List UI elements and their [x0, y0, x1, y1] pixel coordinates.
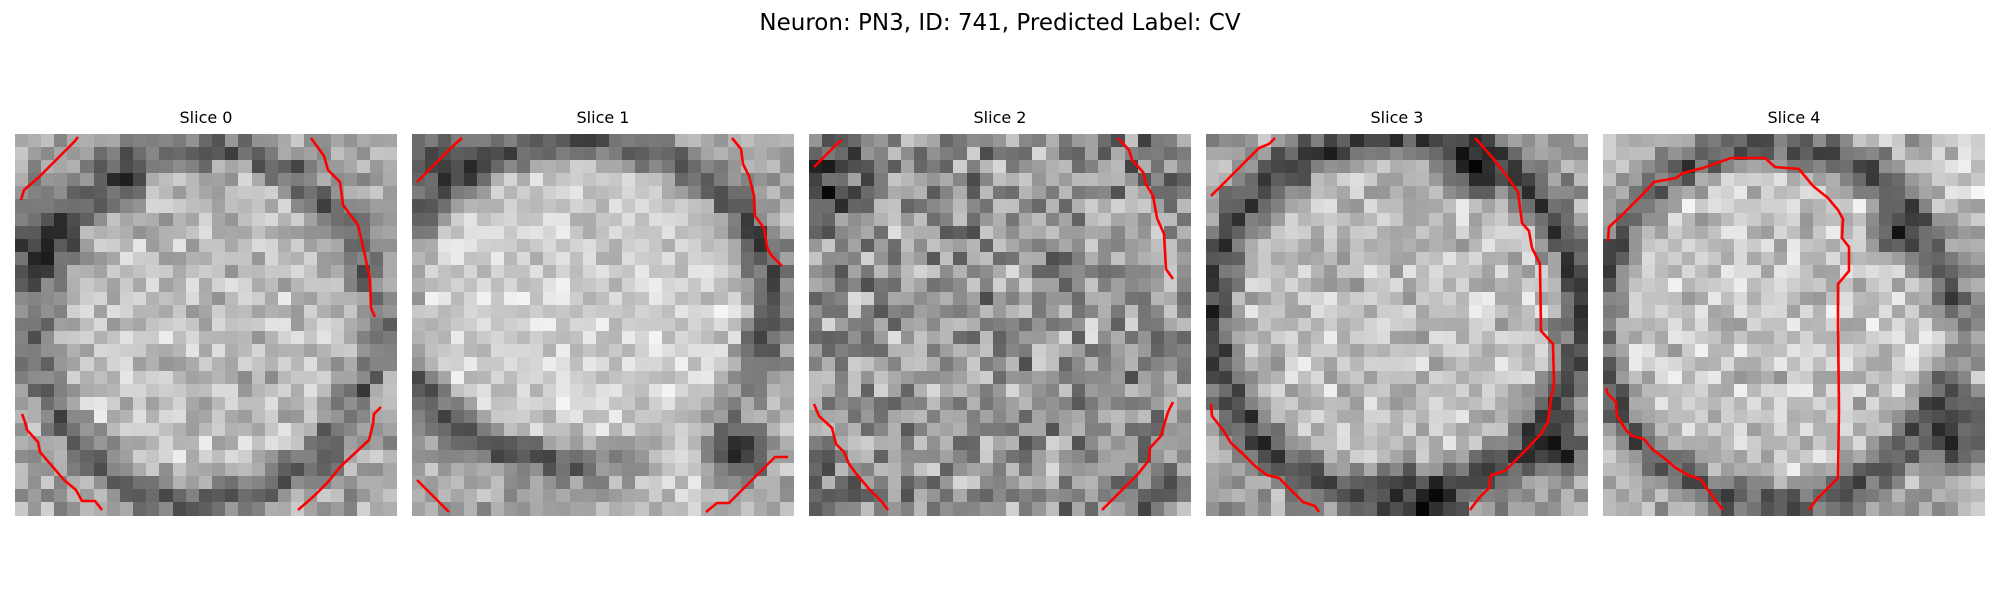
slice-title: Slice 4 [1767, 108, 1821, 127]
contour-overlay [1604, 156, 1851, 511]
contour-overlay [812, 137, 1175, 511]
contour-line [705, 455, 788, 514]
slice-title: Slice 3 [1370, 108, 1424, 127]
contour-line [730, 137, 783, 267]
contour-line [1210, 137, 1276, 197]
contour-line [1468, 137, 1556, 511]
slice-panel-2: Slice 2 [809, 108, 1191, 516]
contour-line [1606, 156, 1851, 511]
slice-panel-3: Slice 3 [1206, 108, 1588, 516]
slice-title: Slice 0 [179, 108, 233, 127]
slice-title: Slice 2 [973, 108, 1027, 127]
contour-line [416, 479, 450, 513]
contour-line [1209, 403, 1321, 513]
contour-line [19, 136, 80, 201]
contour-line [1604, 387, 1725, 511]
contour-line [812, 403, 890, 511]
slice-image [412, 134, 794, 516]
contour-line [297, 406, 382, 511]
contour-line [813, 138, 843, 168]
slice-image [1603, 134, 1985, 516]
slice-image [15, 134, 397, 516]
slice-panel-1: Slice 1 [412, 108, 794, 516]
contour-line [1101, 401, 1175, 511]
contour-overlay [19, 136, 382, 511]
contour-overlay [1209, 137, 1556, 513]
slice-panel-0: Slice 0 [15, 108, 397, 516]
contour-line [309, 137, 377, 318]
contour-overlay [416, 137, 788, 514]
slice-panel-4: Slice 4 [1603, 108, 1985, 516]
slice-title: Slice 1 [576, 108, 630, 127]
contour-line [20, 413, 104, 511]
figure-title: Neuron: PN3, ID: 741, Predicted Label: C… [759, 10, 1241, 36]
slice-image [809, 134, 1191, 516]
contour-line [1117, 137, 1175, 280]
contour-line [416, 137, 463, 183]
